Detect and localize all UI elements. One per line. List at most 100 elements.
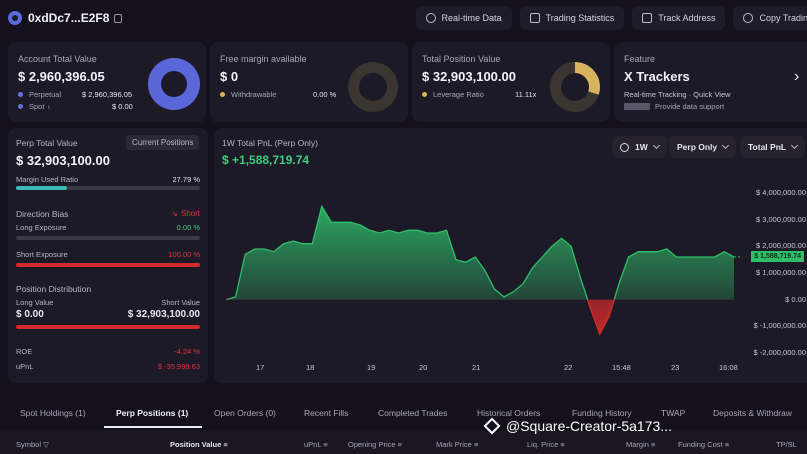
margin-used-label: Margin Used Ratio — [16, 175, 79, 184]
tab-open-orders[interactable]: Open Orders (0) — [214, 408, 276, 418]
position-donut-chart — [550, 62, 600, 112]
copy-icon[interactable] — [114, 13, 123, 23]
trend-down-icon: ↘ — [171, 209, 178, 218]
y-tick-label: $ 0.00 — [785, 294, 806, 304]
chevron-right-icon[interactable]: › — [794, 68, 800, 85]
sort-icon: ≡ — [473, 440, 479, 449]
tab-recent-fills[interactable]: Recent Fills — [304, 408, 349, 418]
col-symbol[interactable]: Symbol ▽ — [16, 440, 49, 449]
track-address-button[interactable]: Track Address — [632, 6, 726, 30]
tab-twap[interactable]: TWAP — [661, 408, 686, 418]
y-tick-label: $ 1,000,000.00 — [755, 268, 806, 277]
perpetual-dot-icon — [18, 92, 23, 97]
scope-select[interactable]: Perp Only — [669, 136, 737, 158]
long-exposure-label: Long Exposure — [16, 223, 67, 232]
feature-subtitle: Real-time Tracking · Quick View — [624, 90, 731, 99]
leverage-dot-icon — [422, 92, 427, 97]
roe-label: ROE — [16, 347, 33, 356]
col-tpsl[interactable]: TP/SL — [776, 440, 797, 449]
tab-funding-history[interactable]: Funding History — [572, 408, 632, 418]
col-upnl[interactable]: uPnL ≡ — [304, 440, 328, 449]
account-value-card: Account Total Value $ 2,960,396.05 Perpe… — [8, 42, 206, 122]
wallet-logo — [8, 11, 22, 25]
x-tick-label: 21 — [472, 363, 481, 372]
refresh-icon — [425, 13, 436, 23]
withdrawable-label: Withdrawable — [231, 90, 277, 99]
y-tick-label: $ -2,000,000.00 — [753, 348, 806, 357]
col-mark-price[interactable]: Mark Price ≡ — [436, 440, 479, 449]
tab-completed-trades[interactable]: Completed Trades — [378, 408, 448, 418]
stats-icon — [529, 13, 540, 23]
direction-bias-label: Direction Bias — [16, 209, 69, 219]
y-tick-label: $ -1,000,000.00 — [753, 321, 806, 331]
x-tick-label: 18 — [306, 363, 315, 372]
x-tick-label: 20 — [419, 363, 428, 372]
card-title: Feature — [624, 54, 656, 64]
withdrawable-value: 0.00 % — [313, 90, 337, 99]
col-liq-price[interactable]: Liq. Price ≡ — [527, 440, 565, 449]
y-tick-label: $ 3,000,000.00 — [755, 214, 806, 224]
wallet-address: 0xdDc7...E2F8 — [28, 11, 110, 25]
panel-title: Perp Total Value — [16, 138, 78, 148]
chart-title: 1W Total PnL (Perp Only) — [222, 138, 318, 148]
tab-historical-orders[interactable]: Historical Orders — [477, 408, 541, 418]
tab-spot-holdings[interactable]: Spot Holdings (1) — [20, 408, 86, 418]
col-opening-price[interactable]: Opening Price ≡ — [348, 440, 403, 449]
sort-icon: ≡ — [397, 440, 403, 449]
direction-bias-value: ↘ Short — [171, 209, 200, 218]
short-value: $ 32,903,100.00 — [127, 309, 200, 320]
perpetual-label: Perpetual — [29, 90, 62, 99]
pnl-area-negative — [226, 299, 734, 335]
pnl-chart-panel: 1W Total PnL (Perp Only) $ +1,588,719.74… — [214, 128, 807, 383]
account-total-value: $ 2,960,396.05 — [18, 69, 105, 84]
withdrawable-dot-icon — [220, 92, 225, 97]
clock-icon — [620, 142, 629, 152]
filter-icon: ▽ — [43, 440, 49, 449]
feature-name: X Trackers — [624, 69, 690, 84]
x-tick-label: 17 — [256, 363, 265, 372]
pnl-area-positive — [226, 206, 734, 300]
spot-dot-icon — [18, 104, 23, 109]
x-tick-label: 19 — [367, 363, 376, 372]
realtime-data-button[interactable]: Real-time Data — [415, 6, 512, 30]
upnl-value: $ -35,999.63 — [157, 362, 200, 371]
leverage-value: 11.11x — [515, 90, 537, 99]
y-tick-label: $ 2,000,000.00 — [755, 241, 806, 251]
copy-trading-button[interactable]: Copy Trading — [733, 6, 807, 30]
short-exposure-bar — [16, 263, 200, 267]
binance-logo-icon — [483, 417, 501, 435]
trading-statistics-button[interactable]: Trading Statistics — [519, 6, 625, 30]
current-positions-button[interactable]: Current Positions — [126, 135, 200, 150]
sort-icon: ≡ — [724, 440, 730, 449]
provider-logo-icon — [624, 103, 650, 110]
current-value-label: $ 1,588,719.74 — [751, 251, 804, 262]
short-exposure-value: 100.00 % — [168, 250, 200, 259]
long-value-label: Long Value — [16, 298, 54, 307]
tab-perp-positions[interactable]: Perp Positions (1) — [116, 408, 189, 418]
card-title: Account Total Value — [18, 54, 97, 64]
feature-card[interactable]: Feature X Trackers Real-time Tracking · … — [614, 42, 807, 122]
position-distribution-label: Position Distribution — [16, 284, 92, 294]
positions-tabs: Spot Holdings (1) Perp Positions (1) Ope… — [0, 398, 807, 428]
sort-icon: ≡ — [323, 440, 328, 449]
pnl-line-positive — [225, 204, 735, 300]
col-funding-cost[interactable]: Funding Cost ≡ — [678, 440, 730, 449]
copy-trade-icon — [743, 13, 754, 23]
card-title: Free margin available — [220, 54, 307, 64]
margin-used-bar — [16, 186, 200, 190]
timeframe-select[interactable]: 1W — [612, 136, 667, 158]
x-tick-label: 23 — [671, 363, 680, 372]
account-donut-chart — [148, 58, 200, 110]
position-value-card: Total Position Value $ 32,903,100.00 Lev… — [412, 42, 610, 122]
long-exposure-bar — [16, 236, 200, 240]
tab-deposits-withdraw[interactable]: Deposits & Withdraw — [713, 408, 792, 418]
leverage-label: Leverage Ratio — [433, 90, 484, 99]
long-value: $ 0.00 — [16, 309, 44, 320]
metric-select[interactable]: Total PnL — [740, 136, 806, 158]
watermark: @Square-Creator-5a173... — [483, 417, 672, 435]
card-title: Total Position Value — [422, 54, 501, 64]
col-margin[interactable]: Margin ≡ — [626, 440, 656, 449]
col-position-value[interactable]: Position Value ≡ — [170, 440, 228, 449]
margin-used-value: 27.79 % — [172, 175, 200, 184]
sort-icon: ≡ — [560, 440, 565, 449]
